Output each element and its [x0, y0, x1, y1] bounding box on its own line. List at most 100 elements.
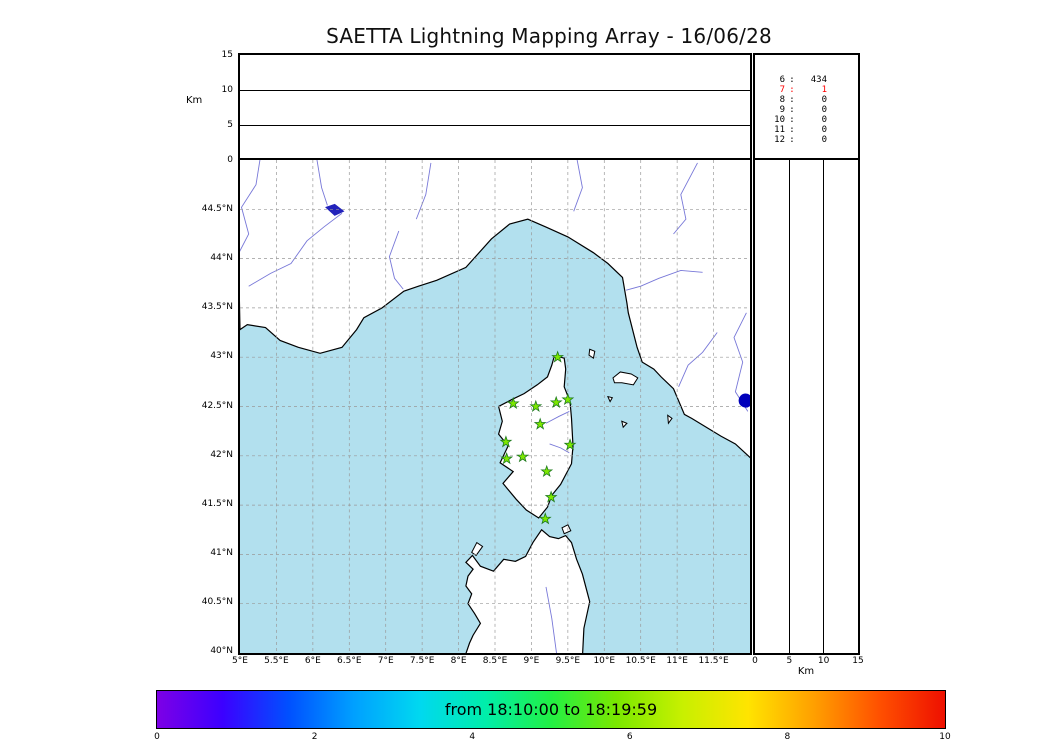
time-colorbar: from 18:10:00 to 18:19:59: [156, 690, 946, 729]
station-star: [500, 452, 514, 465]
right-km-label: Km: [797, 666, 815, 677]
stats-cell: :: [789, 115, 795, 125]
altitude-latitude-panel[interactable]: [753, 158, 860, 655]
island: [667, 414, 673, 425]
river: [673, 162, 698, 235]
tick-label: 10: [939, 732, 951, 742]
stats-cell: 434: [810, 75, 827, 85]
tick-label: 10°E: [593, 656, 616, 666]
tick-label: 41.5°N: [201, 498, 233, 509]
stats-cell: :: [789, 95, 795, 105]
stats-cell: 1: [821, 85, 827, 95]
island: [588, 348, 596, 360]
stats-cell: :: [789, 135, 795, 145]
page-title: SAETTA Lightning Mapping Array - 16/06/2…: [326, 24, 772, 48]
tick-label: 11.5°E: [698, 656, 729, 666]
river: [545, 586, 557, 653]
tick-label: 42°N: [210, 449, 233, 460]
map-canvas: [240, 160, 750, 653]
tick-label: 2: [311, 732, 318, 742]
stats-row: 7: 1: [767, 85, 858, 95]
stats-row: 8: 0: [767, 95, 858, 105]
tick-label: 7°E: [377, 656, 394, 666]
sardinia-coastline: [465, 528, 591, 653]
tick-label: 0: [752, 656, 758, 666]
island: [612, 371, 639, 386]
stats-cell: :: [789, 105, 795, 115]
altitude-gridline: [788, 160, 790, 653]
stats-row: 6: 434: [767, 75, 858, 85]
station-star: [529, 399, 543, 412]
stats-cell: 0: [821, 115, 827, 125]
tick-label: 0: [154, 732, 160, 742]
river: [316, 160, 328, 206]
tick-label: 10: [221, 85, 233, 95]
station-count-panel: 6: 434 7: 1 8: 0 9: 0 10: 0 11: 0 12: 0: [753, 53, 860, 162]
map-panel[interactable]: [238, 158, 752, 655]
altitude-longitude-panel[interactable]: [238, 53, 752, 162]
stats-cell: 0: [821, 125, 827, 135]
lake: [325, 203, 345, 216]
river: [248, 212, 343, 287]
stats-cell: 7: [779, 85, 785, 95]
time-range-label: from 18:10:00 to 18:19:59: [444, 700, 658, 719]
island: [621, 420, 628, 429]
station-star: [516, 450, 530, 463]
tick-label: 9°E: [523, 656, 540, 666]
station-star: [499, 435, 513, 448]
tick-label: 5: [786, 656, 793, 666]
stats-row: 9: 0: [767, 105, 858, 115]
stats-cell: :: [789, 85, 795, 95]
stats-cell: 10: [774, 115, 785, 125]
tick-label: 5.5°E: [264, 656, 289, 666]
tick-label: 5°E: [232, 656, 248, 666]
tick-label: 42.5°N: [201, 400, 233, 411]
tick-label: 40°N: [210, 646, 233, 656]
tick-label: 7.5°E: [409, 656, 435, 666]
tick-label: 43°N: [210, 351, 233, 362]
tick-label: 44.5°N: [201, 204, 233, 215]
island: [561, 524, 572, 535]
tick-label: 6°E: [304, 656, 321, 666]
tick-label: 8.5°E: [482, 656, 508, 666]
altitude-gridline: [823, 160, 825, 653]
stats-cell: 0: [821, 95, 827, 105]
river: [678, 332, 718, 388]
stats-cell: 9: [779, 105, 785, 115]
stats-cell: 0: [821, 105, 827, 115]
stats-cell: :: [789, 125, 795, 135]
stats-cell: 0: [821, 135, 827, 145]
tick-label: 5: [227, 120, 233, 130]
stats-cell: 8: [779, 95, 785, 105]
island: [607, 395, 614, 403]
station-star: [544, 490, 558, 503]
station-star: [540, 464, 554, 478]
stats-cell: 11: [774, 125, 785, 135]
tick-label: 8°E: [450, 656, 467, 666]
stats-cell: :: [789, 75, 795, 85]
station-star: [563, 438, 577, 451]
tick-label: 8: [784, 732, 791, 742]
tick-label: 11°E: [666, 656, 688, 666]
river: [545, 411, 570, 424]
tick-label: 43.5°N: [201, 302, 233, 313]
river: [388, 230, 404, 290]
tick-label: 9.5°E: [555, 656, 581, 666]
tick-label: 0: [227, 155, 233, 165]
tick-label: 10.5°E: [625, 656, 656, 666]
tick-label: 15: [852, 656, 864, 666]
stats-cell: 6: [779, 75, 785, 85]
tick-label: 44°N: [210, 253, 233, 264]
stats-row: 10: 0: [767, 115, 858, 125]
altitude-gridline: [240, 89, 750, 91]
river: [573, 160, 583, 212]
stats-cell: 12: [774, 135, 785, 145]
altitude-gridline: [240, 124, 750, 126]
altitude-axis-label: Km: [186, 95, 203, 106]
station-star: [533, 417, 547, 430]
tick-label: 6.5°E: [337, 656, 362, 666]
river: [240, 160, 261, 252]
lightning-source-dot: [738, 393, 750, 408]
station-star: [551, 350, 565, 363]
